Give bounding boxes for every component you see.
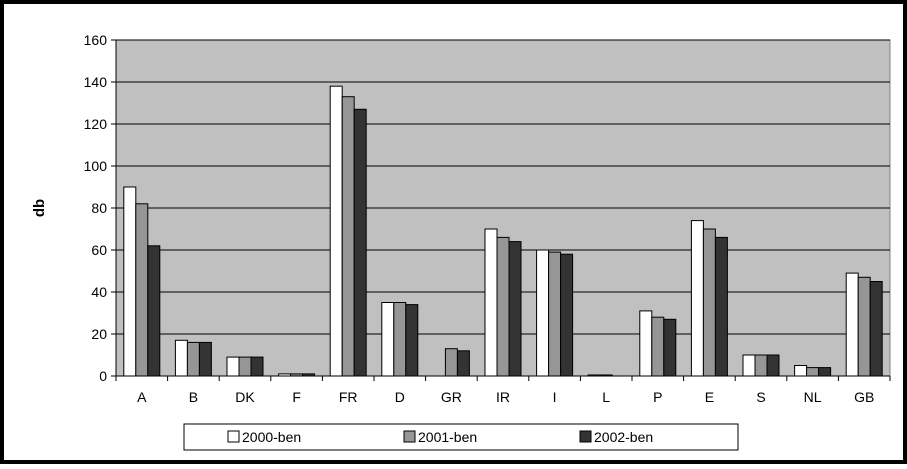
bar-2000-ben-I xyxy=(536,249,550,377)
bar-2001-ben-S xyxy=(754,354,768,377)
y-tick-label: 20 xyxy=(91,326,107,342)
bar-2002-ben-B xyxy=(198,341,212,377)
y-tick-label: 100 xyxy=(84,158,108,174)
bar-2000-ben-D xyxy=(381,302,395,377)
legend-label: 2000-ben xyxy=(242,429,301,445)
legend-swatch xyxy=(227,430,240,443)
bar-2002-ben-P xyxy=(663,318,677,377)
y-tick-label: 40 xyxy=(91,284,107,300)
bar-2001-ben-GR xyxy=(444,348,458,377)
y-tick-label: 60 xyxy=(91,242,107,258)
y-tick-label: 160 xyxy=(84,32,108,48)
bar-2000-ben-B xyxy=(174,339,188,377)
bar-2001-ben-IR xyxy=(496,236,510,377)
bar-2000-ben-IR xyxy=(484,228,498,377)
bar-2001-ben-E xyxy=(702,228,716,377)
x-category-label: B xyxy=(189,389,198,405)
bar-2000-ben-NL xyxy=(794,365,808,377)
legend-swatch xyxy=(579,430,592,443)
bar-2002-ben-A xyxy=(147,245,161,377)
legend-box xyxy=(183,423,739,451)
bar-2001-ben-P xyxy=(651,316,665,377)
legend-swatch xyxy=(403,430,416,443)
x-category-label: E xyxy=(705,389,714,405)
x-category-label: S xyxy=(756,389,765,405)
bar-2002-ben-NL xyxy=(818,367,832,377)
axes: 0 20 40 60 80 100 120 140 160 A B DK F FR D GR IR I L P E S NL… xyxy=(84,32,891,405)
x-category-label: GR xyxy=(441,389,462,405)
bar-2000-ben-FR xyxy=(329,85,343,377)
bar-2001-ben-DK xyxy=(238,356,252,377)
bar-2002-ben-E xyxy=(714,236,728,377)
bar-2000-ben-A xyxy=(123,186,137,377)
bar-2001-ben-GB xyxy=(857,276,871,377)
y-tick-label: 80 xyxy=(91,200,107,216)
bar-2001-ben-A xyxy=(135,203,149,377)
bars xyxy=(123,85,883,377)
bar-2002-ben-DK xyxy=(250,356,264,377)
legend-label: 2002-ben xyxy=(594,429,653,445)
bar-2002-ben-I xyxy=(560,253,574,377)
x-category-label: P xyxy=(653,389,662,405)
y-axis-title: db xyxy=(31,199,48,217)
x-category-label: NL xyxy=(804,389,822,405)
x-category-label: DK xyxy=(235,389,255,405)
bar-2002-ben-IR xyxy=(508,241,522,377)
bar-2000-ben-E xyxy=(690,220,704,377)
bar-2001-ben-I xyxy=(548,251,562,377)
bar-2002-ben-GR xyxy=(456,350,470,377)
legend-label: 2001-ben xyxy=(418,429,477,445)
bar-2001-ben-B xyxy=(186,341,200,377)
bar-2000-ben-S xyxy=(742,354,756,377)
x-category-label: IR xyxy=(496,389,510,405)
x-category-label: F xyxy=(292,389,301,405)
y-tick-label: 120 xyxy=(84,116,108,132)
x-category-label: FR xyxy=(339,389,358,405)
x-category-label: I xyxy=(553,389,557,405)
bar-2002-ben-D xyxy=(405,304,419,377)
x-category-label: A xyxy=(137,389,147,405)
x-category-label: D xyxy=(395,389,405,405)
legend: 2000-ben 2001-ben 2002-ben xyxy=(183,423,739,451)
bar-2001-ben-FR xyxy=(341,96,355,377)
bar-2001-ben-D xyxy=(393,302,407,377)
bar-2000-ben-GB xyxy=(845,272,859,377)
bar-2002-ben-S xyxy=(766,354,780,377)
bar-2002-ben-GB xyxy=(869,281,883,377)
bar-2000-ben-DK xyxy=(226,356,240,377)
y-tick-label: 0 xyxy=(99,368,107,384)
bar-2001-ben-NL xyxy=(806,367,820,377)
x-category-label: L xyxy=(602,389,610,405)
y-tick-label: 140 xyxy=(84,74,108,90)
bar-2002-ben-FR xyxy=(353,108,367,377)
bar-2000-ben-P xyxy=(639,310,653,377)
x-category-label: GB xyxy=(854,389,874,405)
